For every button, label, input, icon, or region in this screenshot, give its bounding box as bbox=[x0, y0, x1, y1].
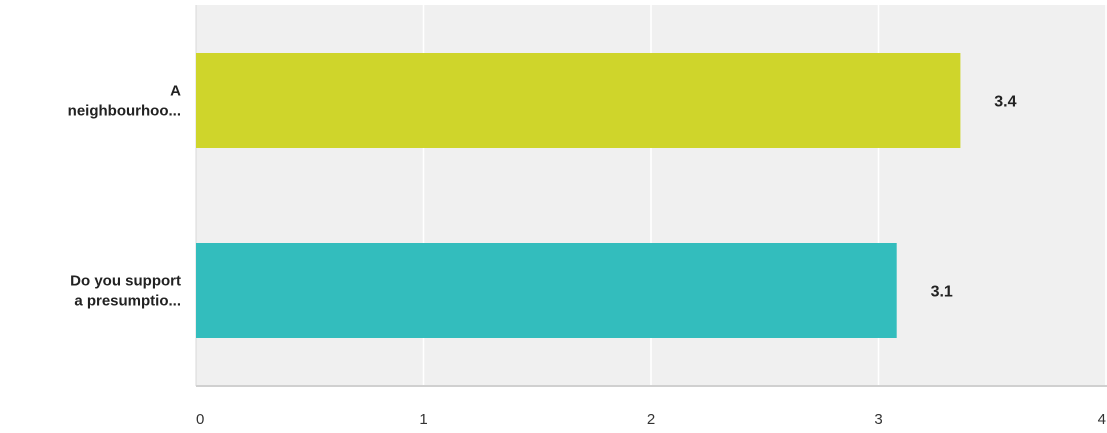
category-label: a presumptio... bbox=[74, 293, 181, 310]
x-tick-label: 2 bbox=[647, 411, 655, 428]
category-label: Do you support bbox=[70, 273, 181, 290]
x-tick-label: 0 bbox=[196, 411, 204, 428]
x-tick-label: 1 bbox=[419, 411, 427, 428]
category-label: A bbox=[170, 83, 181, 100]
bar bbox=[196, 243, 897, 338]
bars bbox=[196, 53, 961, 338]
data-label: 3.4 bbox=[994, 94, 1016, 111]
data-label: 3.1 bbox=[931, 284, 953, 301]
x-tick-label: 4 bbox=[1098, 411, 1106, 428]
bar bbox=[196, 53, 961, 148]
data-labels: 3.4 3.1 bbox=[931, 94, 1017, 301]
x-tick-label: 3 bbox=[874, 411, 882, 428]
x-tick-labels: 0 1 2 3 4 bbox=[196, 411, 1106, 428]
category-label: neighbourhoo... bbox=[68, 103, 181, 120]
